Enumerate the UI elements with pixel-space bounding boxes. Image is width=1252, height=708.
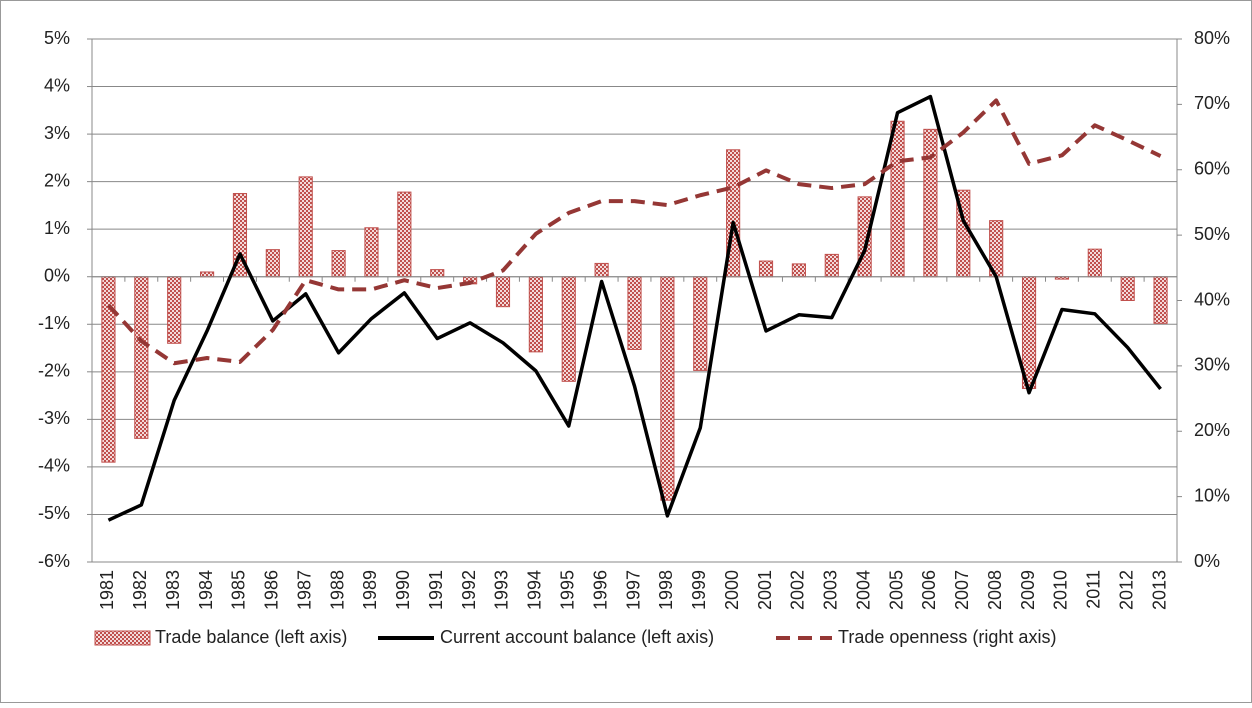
y-tick-label: 1% — [44, 218, 70, 238]
bar — [167, 276, 182, 344]
y-tick-label: -3% — [38, 408, 70, 428]
x-tick-label: 2013 — [1149, 570, 1169, 610]
x-tick-label: 2002 — [788, 570, 808, 610]
y-tick-label: -5% — [38, 503, 70, 523]
bar — [693, 276, 708, 371]
y2-tick-label: 40% — [1194, 289, 1230, 309]
x-tick-label: 1995 — [557, 570, 577, 610]
y2-tick-label: 60% — [1194, 159, 1230, 179]
bar — [1153, 276, 1168, 324]
y2-tick-label: 80% — [1194, 28, 1230, 48]
legend-label: Trade balance (left axis) — [155, 627, 347, 647]
x-tick-label: 1993 — [492, 570, 512, 610]
bar — [298, 176, 313, 278]
y2-tick-label: 50% — [1194, 224, 1230, 244]
x-tick-label: 1998 — [656, 570, 676, 610]
x-tick-label: 2003 — [821, 570, 841, 610]
y2-tick-label: 0% — [1194, 551, 1220, 571]
x-tick-label: 1991 — [426, 570, 446, 610]
x-tick-label: 2008 — [985, 570, 1005, 610]
bar — [134, 276, 149, 439]
x-tick-label: 1984 — [196, 570, 216, 610]
y2-tick-label: 20% — [1194, 420, 1230, 440]
y-tick-label: -1% — [38, 313, 70, 333]
x-tick-label: 1999 — [689, 570, 709, 610]
bar — [528, 276, 543, 353]
x-tick-label: 1981 — [97, 570, 117, 610]
y-tick-label: 2% — [44, 170, 70, 190]
x-tick-label: 1997 — [623, 570, 643, 610]
legend-swatch — [94, 630, 151, 646]
x-tick-label: 1994 — [525, 570, 545, 610]
bar — [364, 227, 379, 278]
bar — [397, 191, 412, 278]
bar — [331, 250, 346, 278]
x-tick-label: 2012 — [1116, 570, 1136, 610]
x-tick-label: 2007 — [952, 570, 972, 610]
y-tick-label: -6% — [38, 551, 70, 571]
bar — [561, 276, 576, 382]
x-tick-label: 2000 — [722, 570, 742, 610]
bar — [101, 276, 116, 463]
line — [106, 98, 1162, 366]
y-tick-label: 5% — [44, 28, 70, 48]
x-tick-label: 2004 — [853, 570, 873, 610]
bar — [758, 260, 774, 278]
bar — [495, 276, 511, 308]
bar — [594, 262, 609, 278]
bar — [923, 128, 938, 278]
x-tick-label: 2010 — [1051, 570, 1071, 610]
bar — [627, 276, 642, 350]
legend-label: Current account balance (left axis) — [440, 627, 714, 647]
bar — [890, 120, 905, 278]
y-tick-label: 3% — [44, 123, 70, 143]
bar — [265, 249, 280, 278]
x-tick-label: 2001 — [755, 570, 775, 610]
bar — [1120, 276, 1135, 301]
x-tick-label: 1985 — [229, 570, 249, 610]
bar — [660, 276, 675, 501]
y-tick-label: 0% — [44, 265, 70, 285]
x-tick-label: 1982 — [130, 570, 150, 610]
legend-label: Trade openness (right axis) — [838, 627, 1056, 647]
y-tick-label: -2% — [38, 361, 70, 381]
y2-tick-label: 10% — [1194, 485, 1230, 505]
x-tick-label: 1986 — [262, 570, 282, 610]
x-tick-label: 2005 — [886, 570, 906, 610]
x-tick-label: 2011 — [1084, 570, 1104, 609]
x-tick-label: 1990 — [393, 570, 413, 610]
x-tick-label: 1987 — [294, 570, 314, 610]
bar — [200, 271, 215, 278]
bar — [1087, 248, 1102, 278]
bar — [430, 269, 445, 278]
bar — [824, 253, 839, 278]
x-tick-label: 1996 — [590, 570, 610, 610]
y2-tick-label: 30% — [1194, 355, 1230, 375]
x-tick-label: 2006 — [919, 570, 939, 610]
x-tick-label: 1988 — [327, 570, 347, 610]
bar — [791, 263, 806, 278]
x-tick-label: 1992 — [459, 570, 479, 610]
x-tick-label: 1983 — [163, 570, 183, 610]
x-tick-label: 1989 — [360, 570, 380, 610]
y2-tick-label: 70% — [1194, 93, 1230, 113]
x-tick-label: 2009 — [1018, 570, 1038, 610]
y-tick-label: -4% — [38, 456, 70, 476]
y-tick-label: 4% — [44, 75, 70, 95]
